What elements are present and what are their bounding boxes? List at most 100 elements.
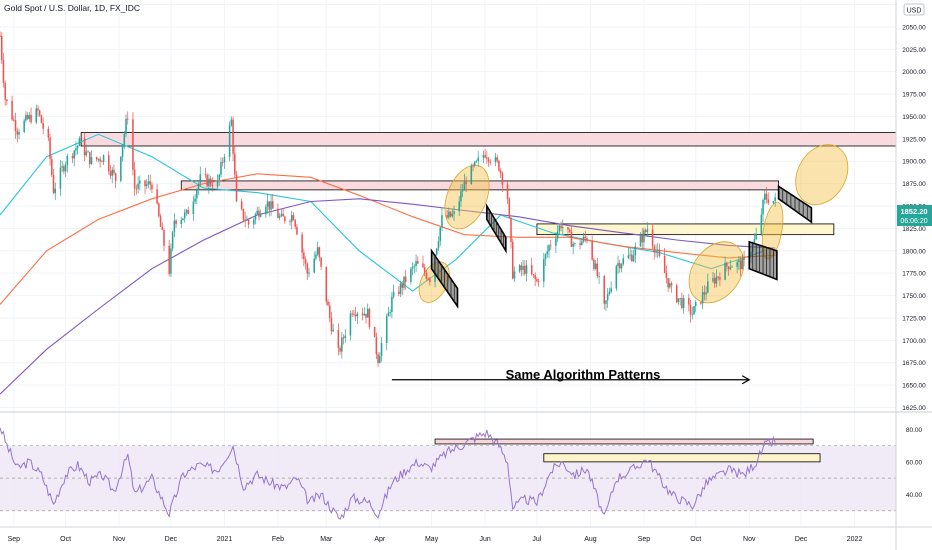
rsi-tick-label[interactable]: 80.00: [906, 427, 923, 434]
price-tick-label[interactable]: 1675.00: [902, 360, 926, 367]
candle-body: [75, 148, 77, 151]
time-axis[interactable]: Sep Oct Nov Dec 2021 Feb Mar Apr May Jun Jul Aug Sep…: [8, 536, 863, 543]
time-tick-label[interactable]: Oct: [60, 536, 71, 543]
candle-body: [606, 293, 609, 301]
price-axis[interactable]: 2050.00 2025.00 2000.00 1975.00 1950.00 1925.…: [902, 24, 926, 412]
candle-body: [247, 219, 250, 225]
candle-body: [712, 277, 714, 282]
price-tick-label[interactable]: 1950.00: [902, 114, 926, 121]
rsi-axis[interactable]: 80.00 60.00 40.00: [906, 427, 923, 499]
candle-body: [591, 240, 593, 260]
time-tick-label[interactable]: Jul: [532, 536, 541, 543]
price-tick-label[interactable]: 1650.00: [902, 383, 926, 390]
price-tick-label[interactable]: 2050.00: [902, 24, 926, 31]
price-tick-label[interactable]: 1875.00: [902, 181, 926, 188]
time-tick-label[interactable]: Sep: [638, 536, 651, 543]
time-tick-label[interactable]: Nov: [743, 536, 756, 543]
candle-body: [513, 271, 516, 279]
time-tick-label[interactable]: Apr: [374, 536, 386, 543]
candle-body: [182, 218, 184, 221]
symbol-title[interactable]: Gold Spot / U.S. Dollar, 1D, FX_IDC: [4, 3, 140, 13]
price-tick-label[interactable]: 1625.00: [902, 405, 926, 412]
candle-body: [727, 266, 730, 270]
candle-body: [38, 110, 41, 116]
candle-body: [389, 311, 391, 313]
candle-body: [700, 302, 702, 304]
candle-body: [665, 273, 668, 279]
candle-body: [342, 337, 345, 339]
candle-body: [738, 260, 740, 262]
candle-body: [549, 245, 552, 247]
candle-body: [656, 249, 659, 252]
candle-body: [66, 156, 69, 165]
rsi-zone-pink: [434, 438, 814, 445]
price-tick-label[interactable]: 2025.00: [902, 47, 926, 54]
candle-body: [209, 178, 212, 185]
candle-body: [168, 245, 170, 274]
candle-body: [572, 243, 574, 247]
candle-body: [147, 181, 150, 185]
candle-body: [682, 298, 685, 308]
candle-body: [632, 255, 635, 262]
candle-body: [218, 174, 221, 180]
price-tick-label[interactable]: 1975.00: [902, 92, 926, 99]
candle-body: [187, 209, 189, 214]
candle-body: [73, 150, 76, 159]
time-tick-label[interactable]: May: [425, 536, 439, 543]
candle-body: [230, 119, 233, 126]
candle-body: [594, 263, 597, 269]
rsi-tick-label[interactable]: 60.00: [906, 459, 923, 466]
time-tick-label[interactable]: Jun: [479, 536, 490, 543]
candle-body: [78, 138, 81, 146]
candle-body: [315, 254, 317, 259]
price-tick-label[interactable]: 1725.00: [902, 315, 926, 322]
candle-body: [522, 266, 524, 270]
bar-countdown: 06:06:20: [900, 218, 927, 225]
price-tick-label[interactable]: 1775.00: [902, 271, 926, 278]
price-tick-label[interactable]: 2000.00: [902, 69, 926, 76]
candle-body: [159, 216, 162, 227]
price-tick-label[interactable]: 1700.00: [902, 338, 926, 345]
time-tick-label[interactable]: Dec: [165, 536, 178, 543]
candle-body: [337, 329, 340, 348]
time-tick-label[interactable]: 2022: [847, 536, 863, 543]
candle-body: [387, 312, 390, 317]
price-tick-label[interactable]: 1800.00: [902, 248, 926, 255]
time-tick-label[interactable]: 2021: [217, 536, 233, 543]
candle-body: [415, 261, 417, 267]
candle-body: [765, 193, 768, 200]
candle-body: [487, 158, 490, 162]
candle-body: [482, 155, 485, 158]
candle-body: [518, 265, 521, 272]
candle-body: [399, 283, 402, 294]
candle-body: [292, 215, 295, 221]
candle-body: [332, 329, 334, 332]
time-tick-label[interactable]: Feb: [272, 536, 284, 543]
time-tick-label[interactable]: Nov: [113, 536, 126, 543]
candle-body: [235, 174, 238, 202]
candle-body: [403, 276, 405, 288]
time-tick-label[interactable]: Aug: [584, 536, 597, 543]
candle-body: [206, 174, 208, 187]
currency-box[interactable]: [903, 3, 925, 16]
candle-body: [530, 265, 533, 275]
currency-label[interactable]: USD: [907, 8, 922, 15]
candle-body: [458, 201, 460, 212]
price-tick-label[interactable]: 1750.00: [902, 293, 926, 300]
candle-body: [703, 292, 706, 295]
candle-body: [125, 118, 127, 134]
candle-body: [313, 258, 315, 273]
time-tick-label[interactable]: Mar: [320, 536, 333, 543]
price-tick-label[interactable]: 1925.00: [902, 136, 926, 143]
price-tick-label[interactable]: 1825.00: [902, 226, 926, 233]
time-tick-label[interactable]: Sep: [8, 536, 21, 543]
candle-body: [729, 267, 732, 270]
time-tick-label[interactable]: Oct: [690, 536, 701, 543]
candle-body: [417, 261, 419, 264]
time-tick-label[interactable]: Dec: [795, 536, 808, 543]
candle-body: [97, 158, 100, 160]
candle-body: [220, 162, 222, 175]
candle-body: [0, 35, 3, 60]
price-tick-label[interactable]: 1900.00: [902, 159, 926, 166]
rsi-tick-label[interactable]: 40.00: [906, 492, 923, 499]
